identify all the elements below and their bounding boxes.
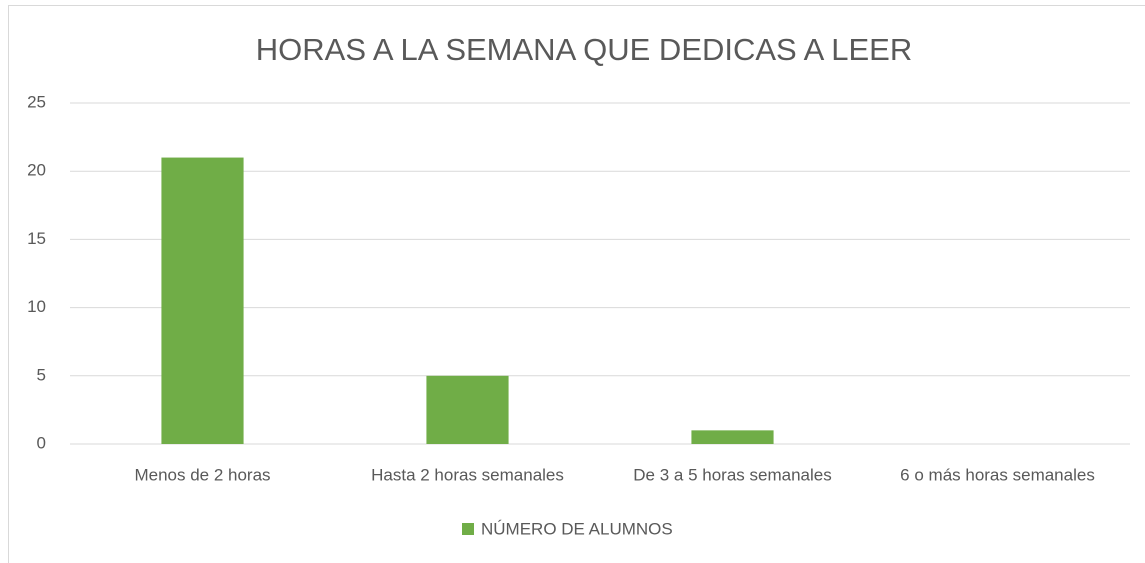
x-tick-label: 6 o más horas semanales xyxy=(900,465,1095,484)
y-tick-label: 25 xyxy=(27,92,46,111)
bar xyxy=(426,375,509,444)
y-tick-label: 10 xyxy=(27,297,46,316)
legend-label: NÚMERO DE ALUMNOS xyxy=(481,519,673,538)
x-tick-label: Hasta 2 horas semanales xyxy=(371,465,564,484)
y-tick-label: 5 xyxy=(37,365,46,384)
bar xyxy=(161,157,244,444)
y-tick-label: 15 xyxy=(27,229,46,248)
bar xyxy=(691,430,774,444)
y-tick-label: 20 xyxy=(27,161,46,180)
chart-title: HORAS A LA SEMANA QUE DEDICAS A LEER xyxy=(256,32,912,67)
x-tick-label: Menos de 2 horas xyxy=(134,465,270,484)
legend-swatch xyxy=(462,523,474,535)
x-tick-label: De 3 a 5 horas semanales xyxy=(633,465,831,484)
y-tick-label: 0 xyxy=(37,433,46,452)
